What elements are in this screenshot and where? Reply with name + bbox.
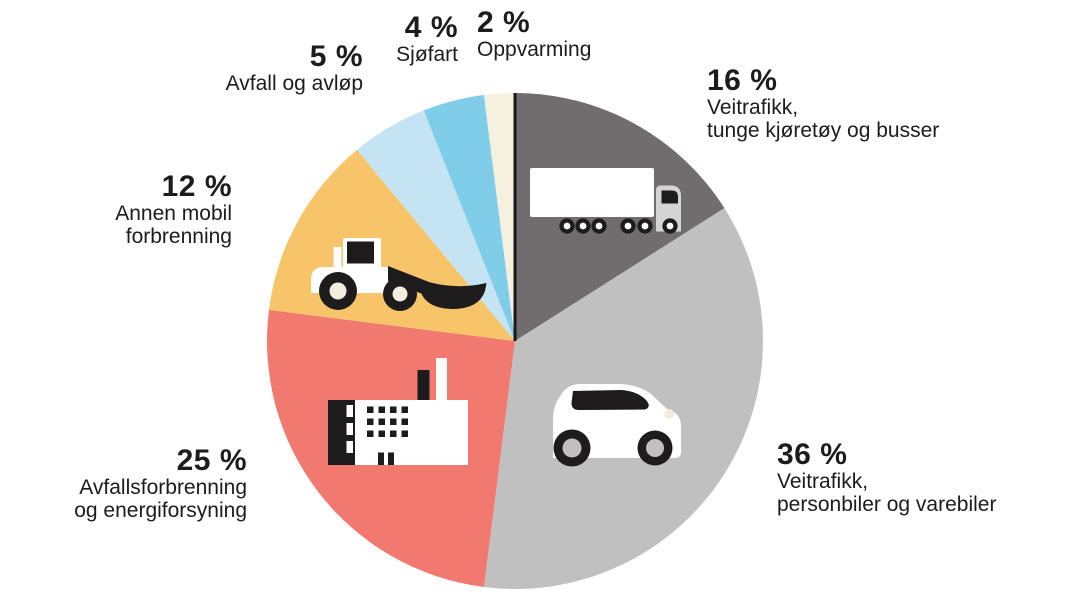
slice-label-line: Veitrafikk, <box>777 470 869 493</box>
slice-label-line: Avfallsforbrenning <box>79 476 247 499</box>
slice-label-line: Annen mobil <box>115 202 232 225</box>
label-veitrafikk-tunge: 16 % Veitrafikk, tunge kjøretøy og busse… <box>707 64 939 142</box>
wheel-loader-wheels <box>319 272 417 311</box>
pie-slice-oppvarming <box>483 93 515 341</box>
label-oppvarming: 2 % Oppvarming <box>477 6 591 62</box>
slice-label-line: forbrenning <box>125 224 232 248</box>
factory-doors <box>378 452 394 465</box>
car-icon <box>553 384 681 467</box>
percent-value: 2 % <box>477 6 531 39</box>
wheel-loader-icon <box>311 238 487 311</box>
factory-door-slots <box>346 405 353 453</box>
percent-value: 12 % <box>161 170 232 203</box>
percent-value: 25 % <box>176 444 247 477</box>
label-avfall-avlop: 5 % Avfall og avløp <box>226 40 363 96</box>
slice-label-line: personbiler og varebiler <box>777 492 997 516</box>
label-avfallsforbrenning: 25 % Avfallsforbrenning og energiforsyni… <box>74 444 247 522</box>
label-annen-mobil: 12 % Annen mobil forbrenning <box>115 170 232 248</box>
truck-icon <box>530 168 681 234</box>
percent-value: 5 % <box>309 40 363 73</box>
pie-slice-avfall-avlop <box>356 110 515 341</box>
percent-value: 4 % <box>404 11 458 44</box>
slice-label-line: Sjøfart <box>396 43 458 66</box>
slice-label-line: Veitrafikk, <box>707 96 799 119</box>
factory-icon <box>328 358 468 465</box>
percent-value: 16 % <box>707 64 778 97</box>
truck-wheels <box>559 218 678 234</box>
slice-label-line: Oppvarming <box>477 38 592 61</box>
slice-label-line: tunge kjøretøy og busser <box>707 118 940 142</box>
slice-label-line: Avfall og avløp <box>225 72 363 95</box>
factory-windows <box>367 406 408 437</box>
car-wheels <box>553 429 673 467</box>
label-veitrafikk-personbiler: 36 % Veitrafikk, personbiler og varebile… <box>777 438 996 516</box>
slice-label-line: og energiforsyning <box>74 498 247 522</box>
pie-slice-sjofart <box>423 94 515 342</box>
label-sjofart: 4 % Sjøfart <box>396 11 458 67</box>
percent-value: 36 % <box>777 438 848 471</box>
